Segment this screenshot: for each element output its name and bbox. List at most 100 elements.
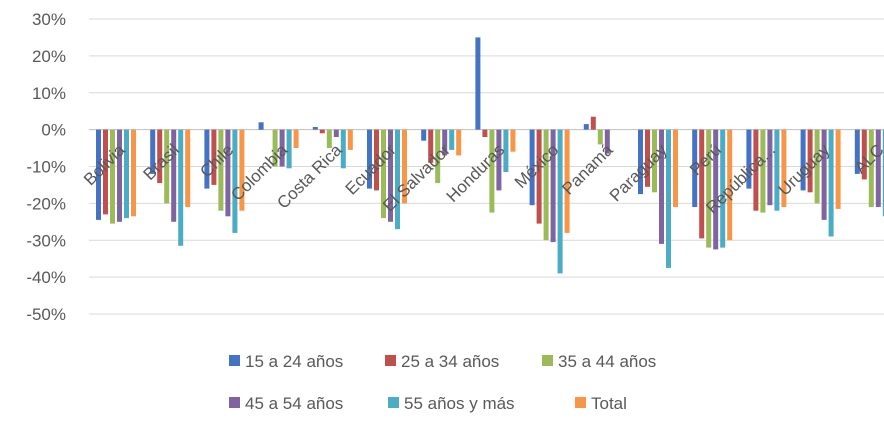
y-axis-ticks: 30% 20% 10% 0% -10% -20% -30% -40% -50% — [26, 10, 66, 324]
y-tick-label: 20% — [32, 47, 66, 66]
bar — [185, 129, 191, 207]
legend: 15 a 24 años 25 a 34 años 35 a 44 años 45 a… — [229, 352, 656, 413]
bar — [225, 129, 231, 217]
y-tick-label: -30% — [26, 231, 66, 250]
bar — [536, 129, 542, 224]
bar — [96, 129, 101, 220]
bar — [388, 129, 393, 222]
bar — [110, 129, 115, 224]
legend-label: 35 a 44 años — [558, 352, 656, 371]
bar — [550, 129, 556, 243]
legend-label: 15 a 24 años — [245, 352, 343, 371]
bar — [814, 129, 820, 204]
bar — [395, 129, 400, 230]
legend-label: 45 a 54 años — [245, 394, 343, 413]
bar — [402, 129, 407, 204]
bar — [204, 129, 210, 189]
bar — [828, 129, 834, 237]
bar — [604, 129, 610, 154]
category-label: Chile — [196, 140, 237, 181]
bar — [807, 129, 813, 193]
bar — [449, 129, 455, 150]
bar — [211, 129, 217, 185]
bar — [421, 129, 427, 141]
bar — [171, 129, 177, 222]
bar — [279, 129, 285, 167]
legend-swatch — [388, 397, 399, 408]
bar — [482, 129, 488, 137]
legend-item: 55 años y más — [388, 394, 515, 413]
bar — [706, 129, 712, 248]
bar — [800, 129, 806, 191]
bar — [868, 129, 874, 207]
bar — [293, 129, 299, 148]
bar — [597, 129, 603, 145]
bar — [746, 129, 752, 189]
bar — [727, 129, 733, 241]
legend-swatch — [229, 355, 240, 366]
bar — [117, 129, 122, 222]
bar — [374, 129, 379, 191]
bar — [692, 129, 698, 207]
bar — [347, 129, 353, 150]
legend-item: 15 a 24 años — [229, 352, 343, 371]
bar — [774, 129, 780, 211]
bar — [882, 129, 884, 217]
bar — [333, 129, 339, 137]
bar — [753, 129, 759, 211]
bar — [124, 129, 129, 219]
bar — [861, 129, 867, 180]
legend-label: Total — [591, 394, 627, 413]
bar — [510, 129, 516, 152]
bar — [713, 129, 719, 250]
bar — [157, 129, 163, 184]
bar — [381, 129, 386, 219]
bar — [326, 129, 332, 148]
bar — [442, 129, 448, 156]
bar — [475, 37, 481, 130]
bar — [821, 129, 827, 220]
bar — [564, 129, 570, 233]
legend-label: 55 años y más — [404, 394, 515, 413]
bar — [367, 129, 372, 189]
y-tick-label: -50% — [26, 305, 66, 324]
legend-item: Total — [575, 394, 627, 413]
bar — [557, 129, 563, 274]
bar — [164, 129, 170, 204]
bar — [781, 129, 787, 207]
bar — [272, 129, 278, 167]
bar — [767, 129, 773, 206]
bar — [720, 129, 726, 248]
bar — [652, 129, 657, 193]
legend-swatch — [229, 397, 240, 408]
bars — [96, 37, 884, 274]
bar — [543, 129, 549, 241]
bar — [218, 129, 224, 211]
bar — [529, 129, 535, 206]
legend-swatch — [575, 397, 586, 408]
bar — [435, 129, 441, 184]
bar — [456, 129, 462, 156]
bar — [131, 129, 136, 217]
bar — [340, 129, 346, 169]
bar — [699, 129, 705, 239]
bar — [645, 129, 650, 187]
bar — [659, 129, 664, 244]
bar — [673, 129, 678, 207]
legend-swatch — [385, 355, 396, 366]
bar — [286, 129, 292, 169]
y-tick-label: -40% — [26, 268, 66, 287]
bar — [583, 124, 589, 130]
legend-item: 45 a 54 años — [229, 394, 343, 413]
bar — [489, 129, 495, 213]
bar — [854, 129, 860, 174]
bar — [638, 129, 643, 195]
bar — [232, 129, 238, 233]
bar — [239, 129, 245, 211]
bar — [666, 129, 671, 268]
y-tick-label: 0% — [41, 121, 66, 140]
y-tick-label: -10% — [26, 158, 66, 177]
bar — [150, 129, 156, 174]
legend-swatch — [542, 355, 553, 366]
